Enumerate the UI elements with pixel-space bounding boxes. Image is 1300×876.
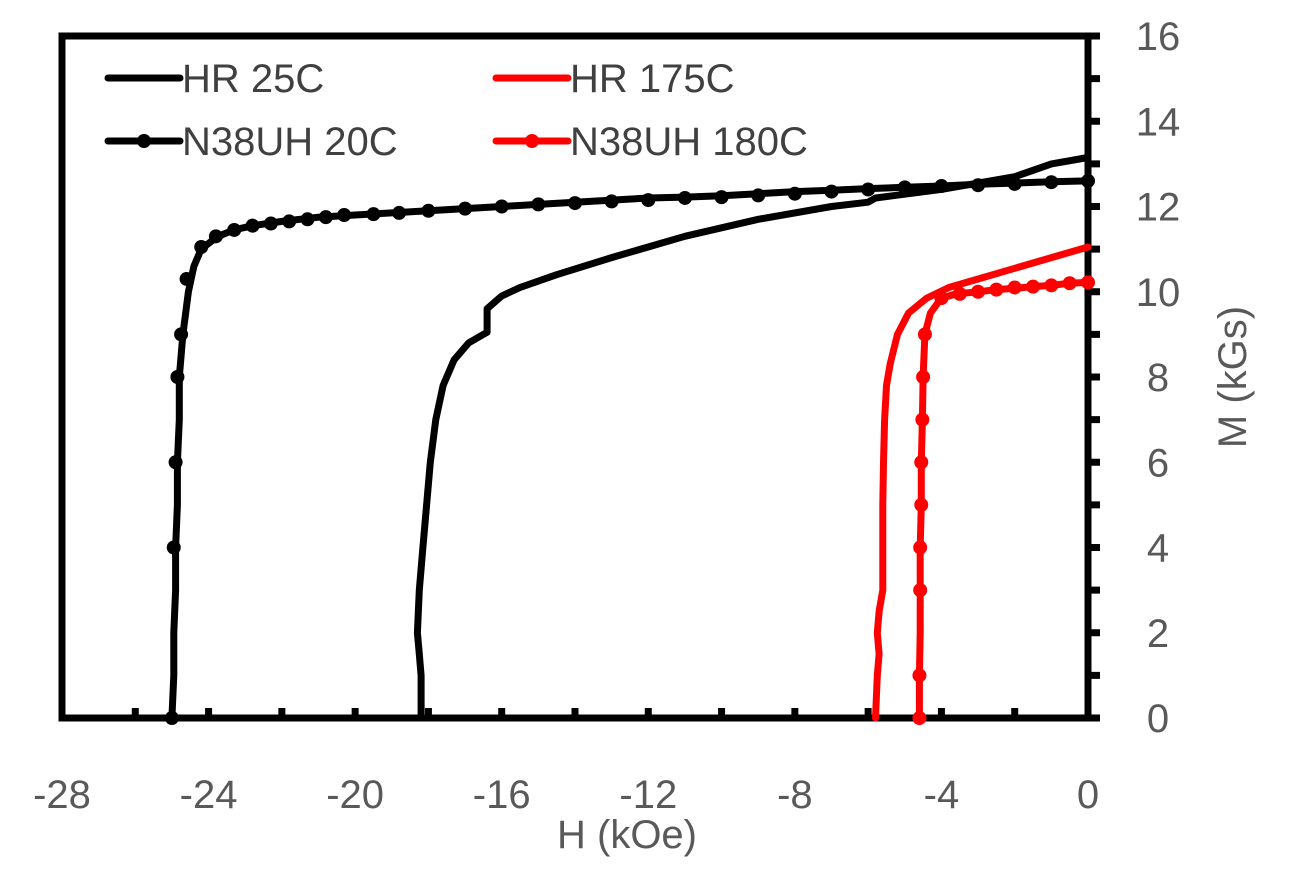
y-tick-label: 8 <box>1147 356 1169 400</box>
series-marker-n38uh-20c <box>677 190 692 205</box>
series-marker-n38uh-180c <box>915 412 930 427</box>
series-marker-n38uh-20c <box>1044 175 1059 190</box>
legend-label-hr-175c: HR 175C <box>570 57 735 101</box>
y-tick-label: 6 <box>1147 441 1169 485</box>
series-marker-n38uh-20c <box>179 271 194 286</box>
series-marker-n38uh-20c <box>263 216 278 231</box>
series-marker-n38uh-20c <box>245 218 260 233</box>
series-marker-n38uh-20c <box>282 214 297 229</box>
series-marker-n38uh-20c <box>168 455 183 470</box>
x-tick-label: -8 <box>777 773 813 817</box>
x-axis-ticks: -28 -24 -20 -16 -12 -8 -4 0 <box>33 708 1099 817</box>
series-marker-n38uh-20c <box>194 239 209 254</box>
series-line-hr-175c <box>872 243 1092 722</box>
series-layer <box>164 154 1095 725</box>
x-tick-label: 0 <box>1077 773 1099 817</box>
series-marker-n38uh-180c <box>912 668 927 683</box>
series-marker-n38uh-20c <box>971 178 986 193</box>
legend: HR 25C HR 175C N38UH 20C N38UH 180C <box>104 57 808 164</box>
series-marker-n38uh-20c <box>227 222 242 237</box>
series-marker-n38uh-20c <box>366 207 381 222</box>
x-axis-title: H (kOe) <box>557 813 697 857</box>
series-marker-n38uh-20c <box>934 179 949 194</box>
series-marker-n38uh-180c <box>952 286 967 301</box>
series-marker-n38uh-20c <box>421 203 436 218</box>
series-marker-n38uh-20c <box>714 190 729 205</box>
series-marker-n38uh-20c <box>641 193 656 208</box>
series-marker-n38uh-20c <box>392 205 407 220</box>
legend-marker-n38uh-20c <box>137 134 151 148</box>
x-tick-label: -4 <box>924 773 960 817</box>
y-tick-label: 14 <box>1136 100 1181 144</box>
series-marker-n38uh-180c <box>913 583 928 598</box>
y-axis-title: M (kGs) <box>1211 306 1255 448</box>
series-marker-n38uh-180c <box>1044 278 1059 293</box>
series-marker-n38uh-180c <box>914 497 929 512</box>
legend-marker-n38uh-180c <box>525 134 539 148</box>
x-tick-label: -20 <box>326 773 384 817</box>
series-marker-n38uh-20c <box>751 188 766 203</box>
series-marker-n38uh-20c <box>208 229 223 244</box>
y-axis-ticks: 0 2 4 6 8 10 12 14 16 <box>1088 15 1180 741</box>
series-marker-n38uh-180c <box>1007 280 1022 295</box>
series-marker-n38uh-20c <box>1007 176 1022 191</box>
series-line-n38uh-180c <box>915 278 1092 722</box>
series-marker-n38uh-180c <box>989 282 1004 297</box>
x-tick-label: -28 <box>33 773 91 817</box>
series-marker-n38uh-20c <box>337 208 352 223</box>
series-marker-n38uh-20c <box>824 184 839 199</box>
series-marker-n38uh-20c <box>174 327 189 342</box>
series-marker-n38uh-20c <box>300 212 315 227</box>
series-marker-n38uh-20c <box>568 196 582 211</box>
x-tick-label: -16 <box>473 773 531 817</box>
x-tick-label: -12 <box>619 773 677 817</box>
y-tick-label: 2 <box>1147 612 1169 656</box>
legend-label-n38uh-20c: N38UH 20C <box>182 120 398 164</box>
series-marker-n38uh-20c <box>170 370 185 384</box>
legend-label-hr-25c: HR 25C <box>182 57 324 101</box>
y-tick-label: 16 <box>1136 15 1181 59</box>
series-marker-n38uh-180c <box>913 540 928 555</box>
series-marker-n38uh-20c <box>164 711 179 725</box>
series-marker-n38uh-20c <box>604 194 619 209</box>
series-marker-n38uh-20c <box>458 201 473 216</box>
y-tick-label: 12 <box>1136 186 1181 230</box>
series-marker-n38uh-180c <box>1062 276 1077 291</box>
series-marker-n38uh-180c <box>914 455 929 470</box>
series-marker-n38uh-180c <box>1081 275 1095 290</box>
series-marker-n38uh-20c <box>787 186 802 201</box>
y-tick-label: 10 <box>1136 271 1181 315</box>
y-tick-label: 4 <box>1147 527 1169 571</box>
series-line-hr-25c <box>413 154 1092 722</box>
x-tick-label: -24 <box>180 773 238 817</box>
series-line-n38uh-20c <box>168 177 1092 722</box>
series-marker-n38uh-180c <box>917 327 932 342</box>
series-marker-n38uh-180c <box>971 284 986 299</box>
legend-label-n38uh-180c: N38UH 180C <box>570 120 808 164</box>
series-marker-n38uh-20c <box>531 197 546 212</box>
series-marker-n38uh-20c <box>166 540 181 555</box>
series-marker-n38uh-20c <box>494 199 509 214</box>
series-marker-n38uh-180c <box>916 370 931 384</box>
y-tick-label: 0 <box>1147 697 1169 741</box>
series-marker-n38uh-180c <box>934 291 949 306</box>
series-marker-n38uh-180c <box>912 711 927 725</box>
series-marker-n38uh-20c <box>861 182 876 197</box>
series-marker-n38uh-180c <box>1026 279 1041 294</box>
series-marker-n38uh-20c <box>318 210 333 225</box>
series-marker-n38uh-20c <box>897 180 912 195</box>
series-marker-n38uh-20c <box>1081 173 1095 188</box>
